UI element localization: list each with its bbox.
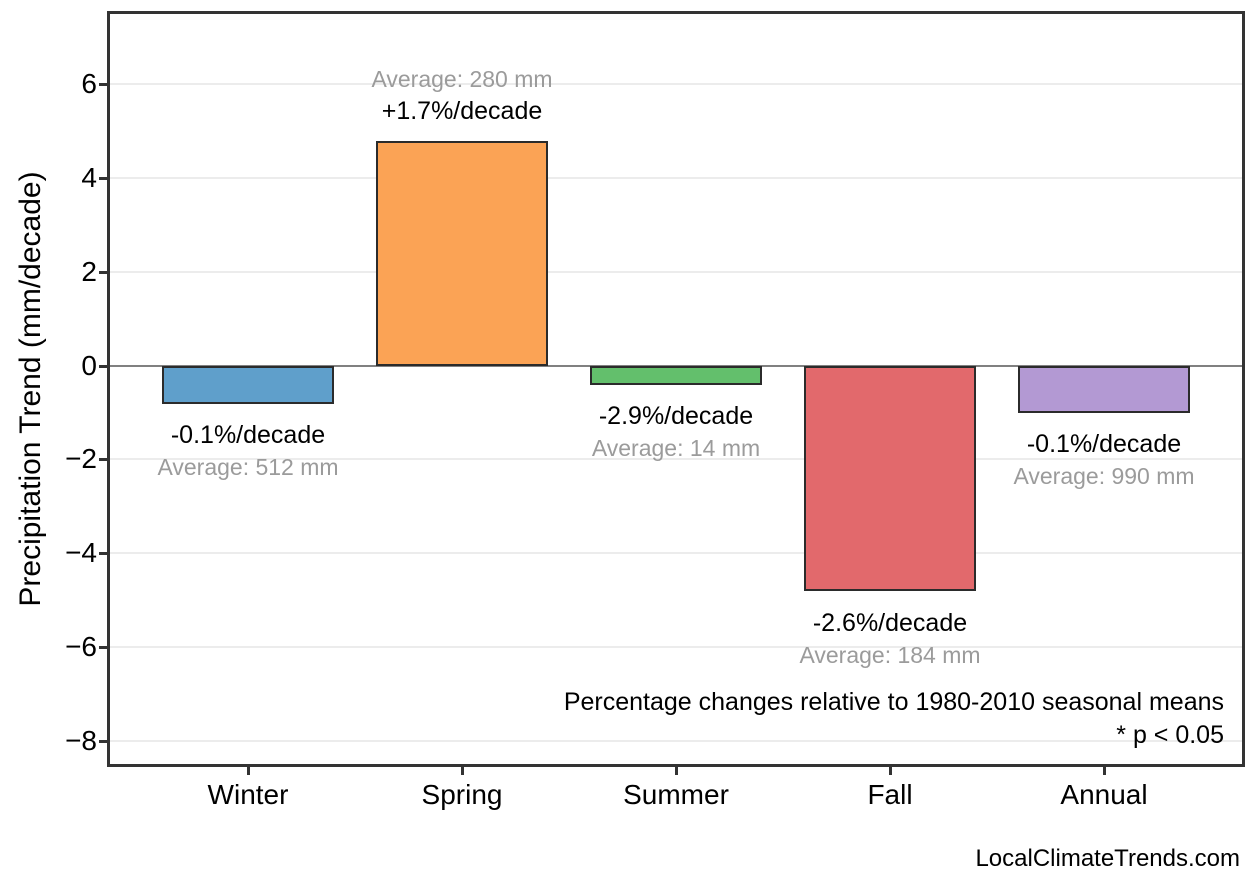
y-tick-mark [99, 271, 107, 274]
gridline-y-4 [110, 177, 1242, 180]
avg-label-annual: Average: 990 mm [1013, 463, 1195, 489]
pct-label-winter: -0.1%/decade [170, 421, 326, 449]
avg-label-summer: Average: 14 mm [591, 435, 761, 461]
bar-spring [376, 141, 548, 366]
y-tick-label: −2 [65, 443, 97, 474]
y-tick-label: 4 [81, 162, 97, 193]
x-tick-label-annual: Annual [1060, 779, 1148, 810]
bar-winter [162, 366, 334, 404]
y-tick-mark [99, 83, 107, 86]
x-tick-mark [461, 767, 464, 775]
y-tick-label: 6 [81, 68, 97, 99]
gridline-y--2 [110, 458, 1242, 461]
y-tick-mark [99, 365, 107, 368]
bar-fall [804, 366, 976, 591]
x-tick-mark [1103, 767, 1106, 775]
bar-labels-annual: -0.1%/decade Average: 990 mm [964, 428, 1244, 492]
gridline-y--8 [110, 739, 1242, 742]
plot-area: -0.1%/decade Average: 512 mm Average: 280 … [107, 11, 1245, 767]
gridline-y-6 [110, 83, 1242, 86]
y-tick-mark [99, 552, 107, 555]
x-tick-mark [247, 767, 250, 775]
pct-label-annual: -0.1%/decade [1026, 430, 1182, 458]
x-tick-label-summer: Summer [623, 779, 729, 810]
y-tick-label: −8 [65, 725, 97, 756]
y-tick-label: −4 [65, 537, 97, 568]
bar-labels-summer: -2.9%/decade Average: 14 mm [536, 400, 816, 464]
annotation-block: Percentage changes relative to 1980-2010… [564, 686, 1224, 752]
avg-label-spring: Average: 280 mm [371, 66, 553, 92]
annotation-pct-note: Percentage changes relative to 1980-2010… [563, 688, 1224, 716]
y-tick-label: 0 [81, 350, 97, 381]
y-tick-label: −6 [65, 631, 97, 662]
x-tick-label-fall: Fall [867, 779, 913, 810]
annotation-significance-note: * p < 0.05 [1116, 721, 1224, 749]
x-tick-mark [675, 767, 678, 775]
watermark: LocalClimateTrends.com [975, 845, 1240, 872]
x-tick-mark [889, 767, 892, 775]
y-tick-mark [99, 740, 107, 743]
bar-summer [590, 366, 762, 385]
bar-labels-fall: -2.6%/decade Average: 184 mm [750, 607, 1030, 671]
avg-label-winter: Average: 512 mm [157, 454, 339, 480]
zero-line [110, 364, 1242, 367]
gridline-y--4 [110, 552, 1242, 555]
y-tick-mark [99, 177, 107, 180]
x-tick-label-winter: Winter [207, 779, 289, 810]
pct-label-summer: -2.9%/decade [598, 402, 754, 430]
bar-labels-winter: -0.1%/decade Average: 512 mm [108, 419, 388, 483]
y-tick-mark [99, 646, 107, 649]
pct-label-fall: -2.6%/decade [812, 609, 968, 637]
y-tick-mark [99, 458, 107, 461]
pct-label-spring: +1.7%/decade [381, 97, 543, 125]
y-tick-label: 2 [81, 256, 97, 287]
x-tick-label-spring: Spring [421, 779, 503, 810]
gridline-y--6 [110, 645, 1242, 648]
gridline-y-2 [110, 270, 1242, 273]
bar-annual [1018, 366, 1190, 413]
bar-labels-spring: Average: 280 mm +1.7%/decade [322, 63, 602, 127]
avg-label-fall: Average: 184 mm [799, 642, 981, 668]
